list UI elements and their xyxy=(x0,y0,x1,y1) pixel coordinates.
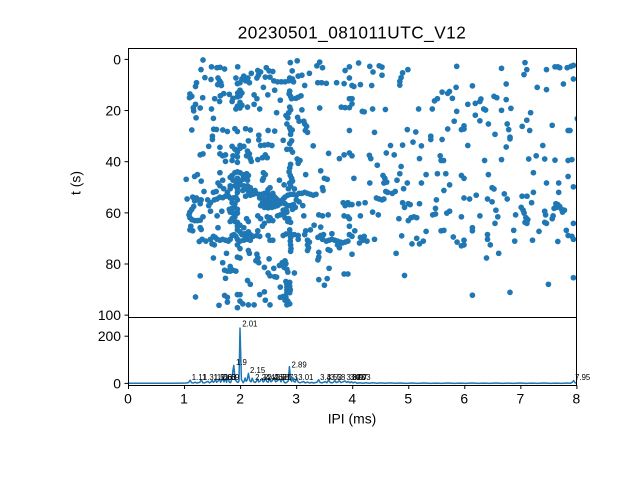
svg-text:7: 7 xyxy=(516,390,524,406)
svg-text:20230501_081011UTC_V12: 20230501_081011UTC_V12 xyxy=(238,23,467,43)
svg-text:4: 4 xyxy=(348,390,356,406)
svg-text:0: 0 xyxy=(113,375,121,391)
svg-text:5: 5 xyxy=(404,390,412,406)
svg-text:60: 60 xyxy=(106,205,122,221)
svg-text:2.4: 2.4 xyxy=(264,373,276,382)
svg-text:1.63: 1.63 xyxy=(221,373,236,382)
svg-text:80: 80 xyxy=(106,256,122,272)
svg-text:2.89: 2.89 xyxy=(292,361,307,370)
svg-text:1.5: 1.5 xyxy=(214,373,226,382)
svg-text:6: 6 xyxy=(460,390,468,406)
svg-text:8: 8 xyxy=(573,390,581,406)
svg-text:3.58: 3.58 xyxy=(330,373,345,382)
svg-text:2.46: 2.46 xyxy=(267,373,282,382)
svg-text:0: 0 xyxy=(124,390,132,406)
svg-text:1.56: 1.56 xyxy=(217,373,232,382)
svg-text:40: 40 xyxy=(106,154,122,170)
svg-text:3.93: 3.93 xyxy=(350,373,365,382)
svg-text:1: 1 xyxy=(180,390,188,406)
svg-text:3.4: 3.4 xyxy=(320,373,332,382)
svg-text:2.01: 2.01 xyxy=(242,320,257,329)
svg-text:1.11: 1.11 xyxy=(192,373,207,382)
svg-text:2.15: 2.15 xyxy=(250,366,266,375)
svg-text:7.95: 7.95 xyxy=(575,373,591,382)
svg-text:3.97: 3.97 xyxy=(352,373,367,382)
svg-text:20: 20 xyxy=(106,102,122,118)
svg-text:100: 100 xyxy=(98,307,121,323)
svg-text:1.31: 1.31 xyxy=(203,373,218,382)
svg-text:2: 2 xyxy=(236,390,244,406)
svg-text:3: 3 xyxy=(292,390,300,406)
svg-text:3.01: 3.01 xyxy=(298,373,313,382)
svg-text:t (s): t (s) xyxy=(68,171,84,195)
svg-text:3.52: 3.52 xyxy=(327,373,342,382)
svg-text:2.61: 2.61 xyxy=(276,373,291,382)
svg-text:200: 200 xyxy=(98,328,121,344)
svg-text:IPI (ms): IPI (ms) xyxy=(328,411,377,427)
svg-text:2.73: 2.73 xyxy=(283,373,298,382)
svg-text:4.03: 4.03 xyxy=(355,373,370,382)
svg-text:0: 0 xyxy=(113,51,121,67)
svg-text:1.9: 1.9 xyxy=(236,358,247,367)
svg-text:2.58: 2.58 xyxy=(274,373,289,382)
svg-text:3.87: 3.87 xyxy=(346,373,361,382)
svg-text:2.24: 2.24 xyxy=(255,373,271,382)
svg-text:1.69: 1.69 xyxy=(224,373,239,382)
